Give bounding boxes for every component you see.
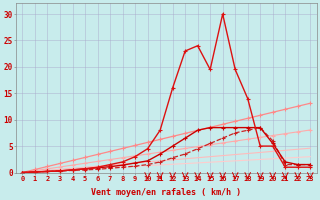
X-axis label: Vent moyen/en rafales ( km/h ): Vent moyen/en rafales ( km/h ) bbox=[92, 188, 241, 197]
